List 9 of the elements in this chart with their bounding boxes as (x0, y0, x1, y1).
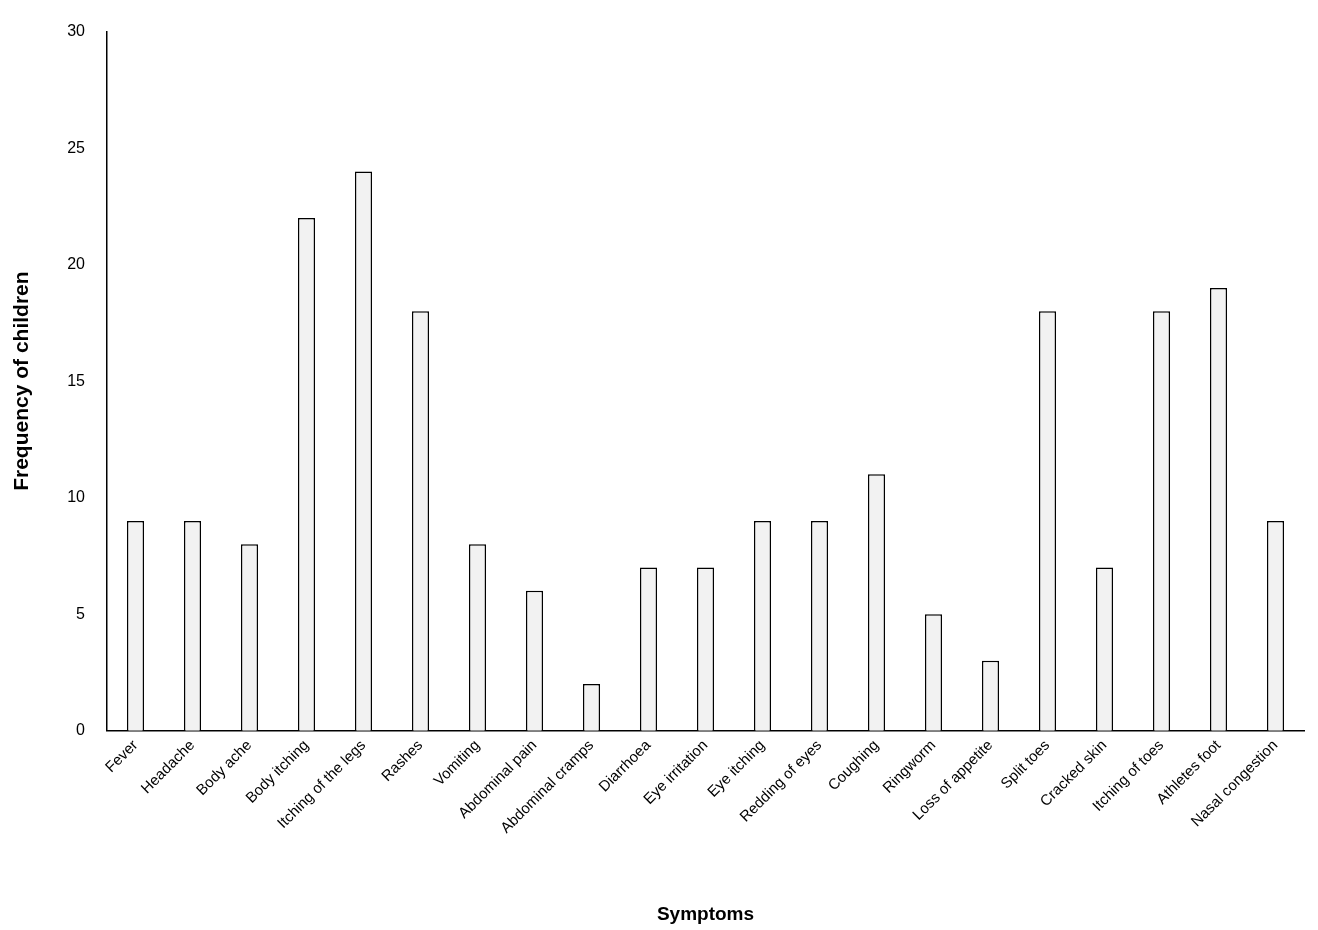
y-tick-label: 0 (76, 721, 86, 739)
y-tick-label: 20 (67, 255, 86, 273)
y-tick-label: 30 (67, 22, 86, 40)
y-tick-label: 10 (67, 488, 86, 506)
y-axis-title: Frequency of children (9, 271, 33, 491)
y-tick-label: 15 (67, 371, 86, 389)
y-tick-label: 25 (67, 138, 86, 156)
x-axis-title: Symptoms (656, 902, 755, 924)
y-tick-label: 5 (76, 604, 86, 622)
